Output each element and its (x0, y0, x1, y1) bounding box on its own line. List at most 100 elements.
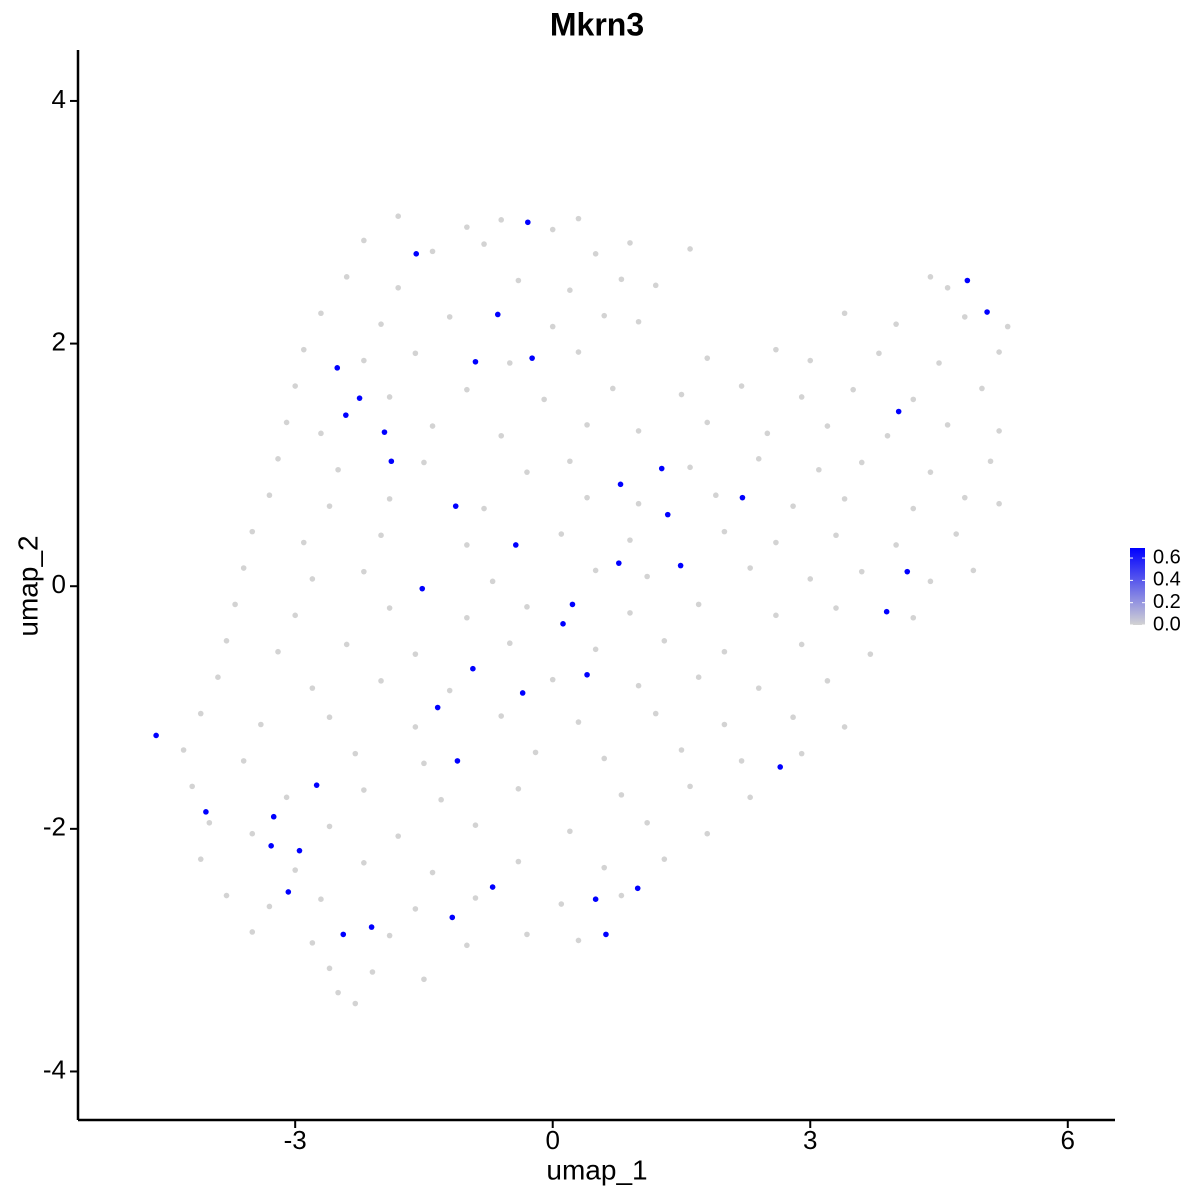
point (513, 542, 519, 548)
colorbar (1130, 548, 1145, 625)
point (472, 895, 479, 901)
point (292, 867, 298, 873)
point (309, 685, 316, 691)
point (790, 714, 796, 721)
point (326, 714, 333, 721)
point (910, 396, 917, 403)
point (532, 749, 539, 756)
point (197, 710, 204, 717)
point (850, 386, 856, 393)
point (601, 755, 608, 762)
y-tick-label: -2 (43, 812, 66, 842)
point (695, 674, 702, 680)
point (773, 346, 779, 353)
point (549, 226, 556, 233)
point (944, 422, 951, 428)
point (249, 830, 256, 837)
point (240, 565, 247, 571)
point (313, 782, 320, 788)
point (721, 528, 728, 535)
point (292, 383, 298, 389)
point (603, 931, 609, 938)
x-tick-label: 0 (545, 1125, 559, 1155)
point (592, 896, 599, 903)
point (361, 860, 367, 866)
point (438, 796, 444, 803)
point (738, 758, 745, 764)
point (275, 456, 281, 462)
point (464, 942, 470, 949)
point (721, 648, 728, 655)
point (569, 601, 576, 608)
point (472, 822, 479, 829)
point (275, 648, 281, 655)
point (704, 419, 711, 426)
point (601, 864, 608, 871)
point (285, 889, 292, 895)
point (361, 357, 367, 364)
x-tick-label: 3 (803, 1125, 817, 1155)
point (635, 428, 642, 434)
point (687, 464, 693, 471)
point (515, 277, 522, 284)
point (575, 937, 582, 944)
point (635, 682, 642, 689)
point (412, 724, 419, 730)
point (858, 568, 865, 575)
point (616, 560, 622, 566)
point (180, 747, 187, 753)
point (773, 612, 779, 619)
point (361, 237, 367, 244)
point (687, 783, 693, 790)
point (627, 240, 633, 246)
point (203, 809, 209, 815)
point (498, 713, 505, 719)
point (498, 217, 505, 223)
point (369, 969, 376, 975)
point (858, 459, 865, 466)
point (678, 747, 685, 753)
point (266, 903, 273, 910)
point (326, 503, 333, 509)
point (519, 690, 526, 696)
point (661, 638, 668, 644)
point (421, 459, 427, 466)
point (575, 349, 582, 355)
point (515, 786, 522, 792)
point (412, 906, 419, 912)
point (386, 605, 393, 611)
point (798, 750, 805, 757)
point (223, 892, 230, 899)
x-tick-label: -3 (284, 1125, 307, 1155)
point (421, 760, 427, 767)
point (652, 282, 659, 289)
point (618, 792, 625, 798)
point (515, 858, 522, 865)
point (841, 310, 848, 317)
point (343, 274, 350, 280)
point (232, 601, 238, 608)
point (386, 932, 393, 939)
point (189, 783, 195, 790)
y-tick-label: -4 (43, 1054, 66, 1084)
point (695, 601, 702, 608)
point (755, 456, 762, 462)
point (549, 323, 556, 330)
point (464, 224, 470, 230)
point (309, 940, 316, 946)
point (381, 429, 388, 435)
point (996, 500, 1002, 507)
point (777, 764, 784, 770)
point (368, 924, 375, 930)
point (464, 386, 470, 393)
point (884, 432, 891, 439)
point (489, 578, 496, 585)
point (867, 651, 874, 657)
point (927, 578, 934, 585)
point (429, 869, 436, 876)
point (395, 213, 401, 220)
point (773, 539, 779, 546)
point (334, 365, 341, 371)
point (558, 901, 565, 907)
point (249, 929, 256, 935)
